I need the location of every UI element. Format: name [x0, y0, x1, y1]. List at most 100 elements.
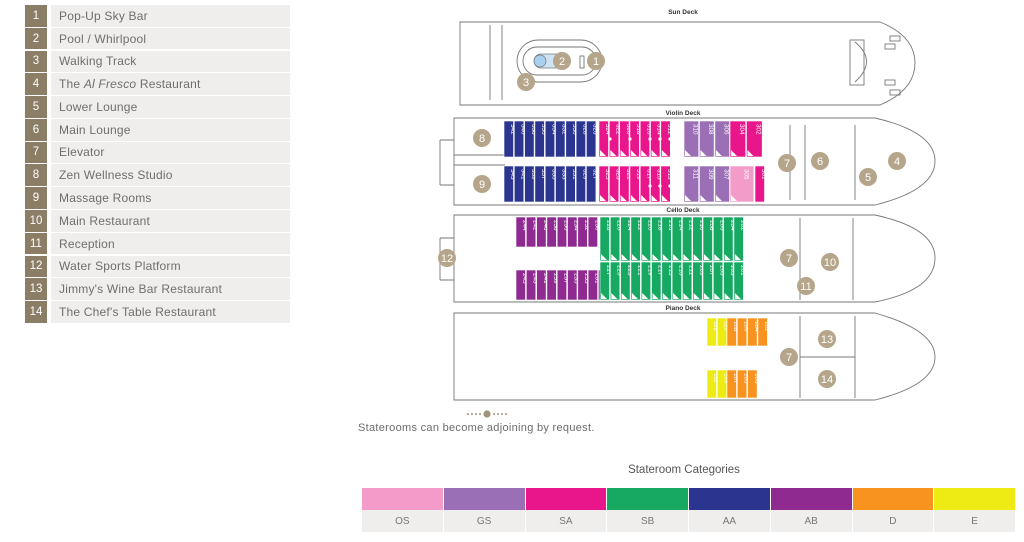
stateroom-106[interactable]: 106 [736, 317, 749, 347]
stateroom-219[interactable]: 219 [640, 261, 653, 301]
stateroom-241[interactable]: 241 [536, 269, 549, 301]
stateroom-112[interactable]: 112 [706, 317, 719, 347]
stateroom-225[interactable]: 225 [610, 261, 622, 301]
stateroom-226[interactable]: 226 [610, 216, 622, 262]
stateroom-301[interactable]: 301 [754, 165, 767, 203]
stateroom-317[interactable]: 317 [639, 165, 652, 203]
stateroom-343[interactable]: 343 [503, 165, 516, 203]
marker-5[interactable]: 5 [859, 168, 877, 186]
stateroom-335[interactable]: 335 [544, 165, 557, 203]
stateroom-203[interactable]: 203 [723, 261, 736, 301]
stateroom-245[interactable]: 245 [515, 269, 528, 301]
stateroom-221[interactable]: 221 [630, 261, 643, 301]
stateroom-340[interactable]: 340 [514, 120, 526, 158]
stateroom-208[interactable]: 208 [702, 216, 715, 262]
marker-13[interactable]: 13 [818, 330, 836, 348]
marker-3[interactable]: 3 [517, 73, 535, 91]
stateroom-342[interactable]: 342 [503, 120, 516, 158]
stateroom-306[interactable]: 306 [714, 120, 730, 158]
stateroom-217[interactable]: 217 [651, 261, 664, 301]
stateroom-220[interactable]: 220 [640, 216, 653, 262]
stateroom-227[interactable]: 227 [599, 261, 612, 301]
stateroom-311[interactable]: 311 [683, 165, 699, 203]
marker-7[interactable]: 7 [780, 348, 798, 366]
stateroom-107[interactable]: 107 [726, 369, 739, 399]
stateroom-307[interactable]: 307 [714, 165, 730, 203]
stateroom-230[interactable]: 230 [587, 216, 600, 248]
stateroom-313[interactable]: 313 [660, 165, 673, 203]
marker-12[interactable]: 12 [438, 249, 456, 267]
stateroom-206[interactable]: 206 [712, 216, 725, 262]
stateroom-102[interactable]: 102 [757, 317, 770, 347]
stateroom-209[interactable]: 209 [692, 261, 705, 301]
stateroom-244[interactable]: 244 [515, 216, 528, 248]
stateroom-210[interactable]: 210 [692, 216, 705, 262]
marker-2[interactable]: 2 [553, 52, 571, 70]
stateroom-213[interactable]: 213 [671, 261, 684, 301]
stateroom-308[interactable]: 308 [699, 120, 715, 158]
stateroom-322[interactable]: 322 [609, 120, 621, 158]
marker-7[interactable]: 7 [780, 249, 798, 267]
stateroom-231[interactable]: 231 [587, 269, 600, 301]
stateroom-234[interactable]: 234 [567, 216, 580, 248]
stateroom-216[interactable]: 216 [661, 216, 674, 262]
marker-9[interactable]: 9 [473, 175, 491, 193]
stateroom-108[interactable]: 108 [726, 317, 739, 347]
stateroom-228[interactable]: 228 [599, 216, 612, 262]
marker-11[interactable]: 11 [797, 277, 815, 295]
marker-6[interactable]: 6 [811, 152, 829, 170]
stateroom-304[interactable]: 304 [729, 120, 746, 158]
stateroom-309[interactable]: 309 [699, 165, 715, 203]
stateroom-339[interactable]: 339 [524, 165, 537, 203]
stateroom-215[interactable]: 215 [661, 261, 674, 301]
stateroom-325[interactable]: 325 [598, 165, 611, 203]
stateroom-237[interactable]: 237 [556, 269, 569, 301]
stateroom-201[interactable]: 201 [733, 261, 746, 301]
stateroom-328[interactable]: 328 [575, 120, 588, 158]
stateroom-235[interactable]: 235 [567, 269, 580, 301]
stateroom-323[interactable]: 323 [609, 165, 621, 203]
stateroom-218[interactable]: 218 [651, 216, 664, 262]
stateroom-326[interactable]: 326 [586, 120, 599, 158]
stateroom-202[interactable]: 202 [733, 216, 746, 262]
stateroom-242[interactable]: 242 [526, 216, 538, 248]
marker-14[interactable]: 14 [818, 370, 836, 388]
stateroom-222[interactable]: 222 [630, 216, 643, 262]
stateroom-310[interactable]: 310 [683, 120, 699, 158]
stateroom-333[interactable]: 333 [555, 165, 568, 203]
stateroom-205[interactable]: 205 [712, 261, 725, 301]
stateroom-243[interactable]: 243 [526, 269, 538, 301]
marker-7[interactable]: 7 [778, 154, 796, 172]
stateroom-104[interactable]: 104 [747, 317, 760, 347]
stateroom-111[interactable]: 111 [706, 369, 719, 399]
stateroom-334[interactable]: 334 [544, 120, 557, 158]
stateroom-338[interactable]: 338 [524, 120, 537, 158]
stateroom-331[interactable]: 331 [565, 165, 578, 203]
stateroom-327[interactable]: 327 [586, 165, 599, 203]
marker-4[interactable]: 4 [888, 152, 906, 170]
stateroom-105[interactable]: 105 [736, 369, 749, 399]
stateroom-240[interactable]: 240 [536, 216, 549, 248]
stateroom-319[interactable]: 319 [629, 165, 642, 203]
stateroom-236[interactable]: 236 [556, 216, 569, 248]
marker-10[interactable]: 10 [821, 253, 839, 271]
stateroom-223[interactable]: 223 [620, 261, 633, 301]
stateroom-233[interactable]: 233 [577, 269, 590, 301]
stateroom-232[interactable]: 232 [577, 216, 590, 248]
stateroom-103[interactable]: 103 [747, 369, 760, 399]
stateroom-315[interactable]: 315 [650, 165, 663, 203]
stateroom-336[interactable]: 336 [534, 120, 547, 158]
stateroom-329[interactable]: 329 [575, 165, 588, 203]
marker-8[interactable]: 8 [473, 129, 491, 147]
stateroom-337[interactable]: 337 [534, 165, 547, 203]
stateroom-321[interactable]: 321 [619, 165, 632, 203]
stateroom-332[interactable]: 332 [555, 120, 568, 158]
stateroom-212[interactable]: 212 [682, 216, 695, 262]
stateroom-330[interactable]: 330 [565, 120, 578, 158]
stateroom-302[interactable]: 302 [746, 120, 763, 158]
stateroom-207[interactable]: 207 [702, 261, 715, 301]
stateroom-305[interactable]: 305 [729, 165, 755, 203]
marker-1[interactable]: 1 [587, 52, 605, 70]
stateroom-224[interactable]: 224 [620, 216, 633, 262]
stateroom-341[interactable]: 341 [514, 165, 526, 203]
